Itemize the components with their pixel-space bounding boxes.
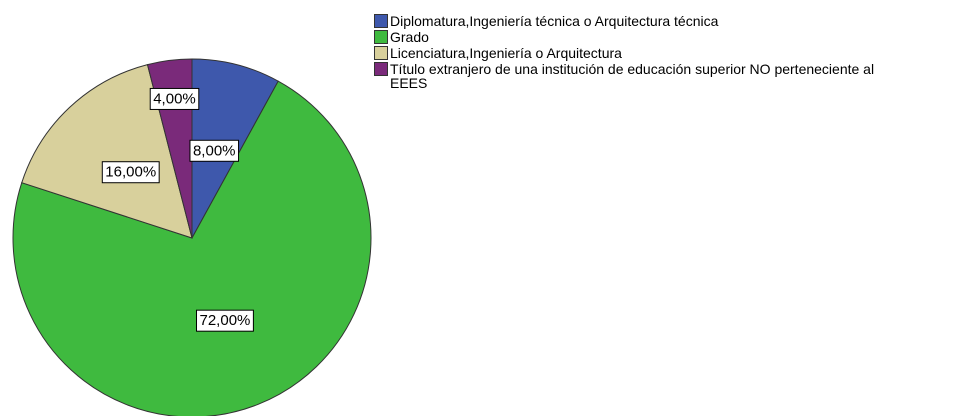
data-label-box (196, 309, 254, 332)
legend-item: Diplomatura,Ingeniería técnica o Arquite… (374, 14, 914, 28)
legend-swatch (374, 30, 388, 44)
legend-label: Diplomatura,Ingeniería técnica o Arquite… (390, 13, 719, 29)
data-label-box (189, 139, 240, 162)
data-label: 4,00% (149, 87, 200, 110)
legend-label: Título extranjero de una institución de … (390, 61, 875, 91)
legend-item: Título extranjero de una institución de … (374, 62, 914, 90)
legend-item: Licenciatura,Ingeniería o Arquitectura (374, 46, 914, 60)
data-label: 72,00% (196, 309, 254, 332)
data-label: 16,00% (101, 161, 160, 184)
pie-slice (12, 80, 372, 416)
data-label-text: 16,00% (105, 164, 156, 181)
legend-swatch (374, 62, 388, 76)
legend-label: Licenciatura,Ingeniería o Arquitectura (390, 45, 622, 61)
legend-swatch (374, 46, 388, 60)
pie-slice (21, 64, 193, 239)
data-label-text: 4,00% (153, 90, 196, 107)
data-label-box (149, 87, 200, 110)
legend-swatch (374, 14, 388, 28)
data-label-box (101, 161, 160, 184)
legend-label: Grado (390, 29, 429, 45)
data-label-text: 72,00% (200, 312, 251, 329)
data-label: 8,00% (189, 139, 240, 162)
data-label-text: 8,00% (193, 142, 236, 159)
legend-item: Grado (374, 30, 914, 44)
legend: Diplomatura,Ingeniería técnica o Arquite… (374, 14, 914, 92)
